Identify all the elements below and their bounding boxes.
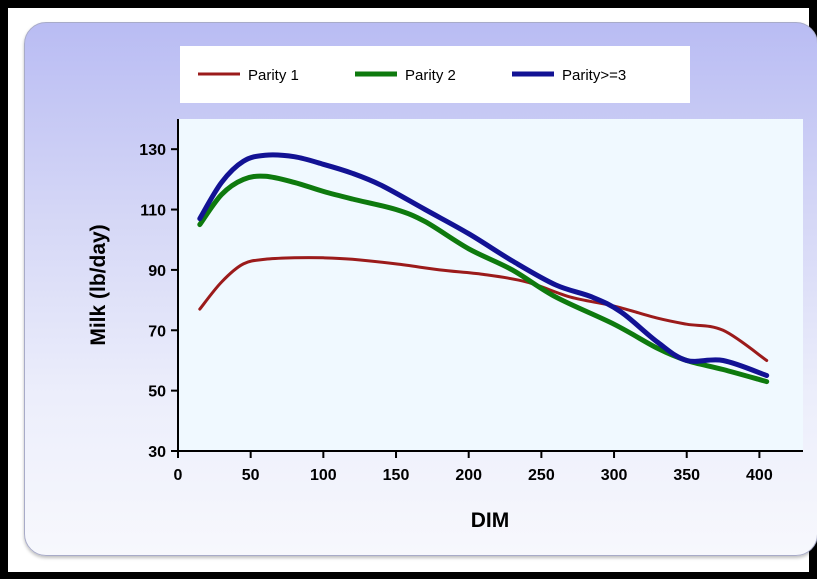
legend-items: Parity 1 Parity 2 Parity>=3 [198,67,626,84]
legend-label-1: Parity 1 [248,67,299,84]
series-line-1 [198,256,769,362]
y-tick-label: 110 [140,203,166,220]
plot-area [178,119,803,451]
y-tick-label: 30 [148,444,166,461]
x-tick-label: 300 [601,467,628,484]
x-tick-label: 150 [383,467,410,484]
x-tick-label: 250 [528,467,555,484]
x-axis-title: DIM [471,509,510,532]
y-tick-label: 70 [148,323,166,340]
y-tick-label: 50 [148,384,166,401]
x-tick-label: 400 [746,467,773,484]
line-chart: Parity 1 Parity 2 Parity>=3 30 50 70 90 110 130… [87,46,803,532]
y-tick-label: 90 [148,263,166,280]
y-axis-title: Milk (lb/day) [87,224,110,345]
x-tick-label: 100 [310,467,337,484]
axes: 30 50 70 90 110 130 0 50 100 150 200 250 300 350 400 [139,119,803,484]
x-tick-label: 50 [242,467,260,484]
series-lines [197,152,770,385]
legend-label-2: Parity 2 [405,67,456,84]
legend-label-3: Parity>=3 [562,67,626,84]
chart-panel: Parity 1 Parity 2 Parity>=3 30 50 70 90 110 130… [24,22,817,556]
y-tick-label: 130 [139,142,166,159]
x-tick-label: 200 [455,467,482,484]
x-tick-label: 0 [174,467,183,484]
series-line-2 [197,173,770,385]
window-frame: Parity 1 Parity 2 Parity>=3 30 50 70 90 110 130… [8,8,817,572]
x-tick-label: 350 [673,467,700,484]
legend [180,46,690,103]
series-line-3 [197,152,770,378]
